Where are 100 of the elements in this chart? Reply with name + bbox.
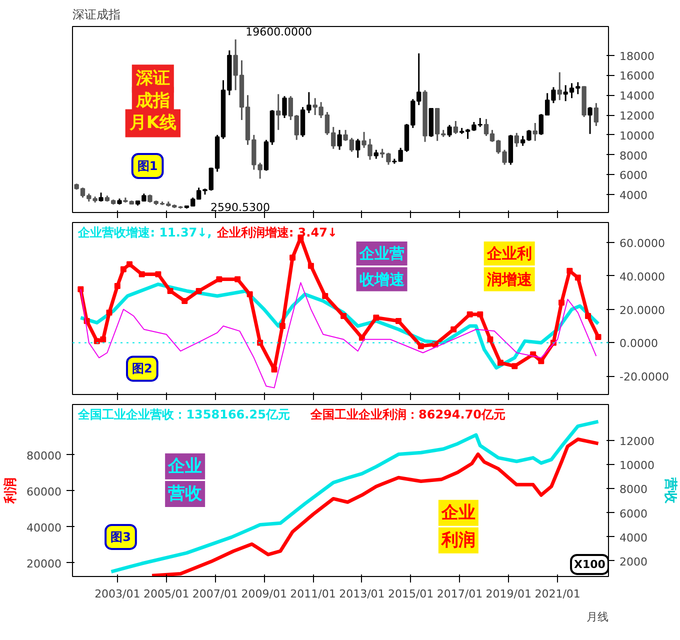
y-tick-label: 60.0000: [620, 237, 665, 250]
y-tick-label: 0.0000: [620, 337, 658, 350]
annotation: 2590.5300: [210, 201, 270, 214]
annotation: 成指: [134, 90, 170, 111]
point: [396, 318, 402, 324]
text: 企业营收增速: 11.37↓,: [77, 226, 212, 240]
chart-title: 深证成指: [72, 8, 120, 22]
point: [216, 276, 222, 282]
x-tick-label: 2017/01: [436, 588, 483, 600]
point: [120, 266, 126, 272]
annotation: 深证: [134, 68, 170, 89]
point: [308, 262, 314, 269]
annotation: 收增速: [359, 270, 406, 288]
y2-tick-label: 2000: [620, 555, 648, 568]
point: [114, 282, 120, 289]
point: [373, 314, 380, 321]
annotation: X100: [574, 558, 606, 571]
point: [322, 292, 328, 299]
point: [78, 286, 84, 292]
x-tick-label: 2019/01: [486, 588, 532, 600]
annotation: 图2: [132, 362, 152, 376]
point: [558, 300, 565, 306]
candlestick: [514, 132, 519, 148]
point: [196, 288, 202, 294]
x-tick-label: 2007/01: [192, 588, 238, 600]
annotation: 月K线: [128, 113, 176, 134]
x-tick-label: 2005/01: [144, 588, 190, 600]
annotation: 利润: [440, 530, 476, 550]
x-tick-label: 2011/01: [290, 588, 336, 600]
point: [246, 291, 253, 298]
annotation: 企业营: [358, 244, 404, 262]
text: 月线: [586, 610, 608, 624]
x-tick-label: 2009/01: [241, 588, 288, 600]
y-tick-label: 10000: [620, 129, 654, 142]
point: [487, 336, 494, 342]
point: [477, 311, 484, 318]
point: [167, 288, 174, 294]
candlestick: [588, 106, 592, 135]
candlestick: [453, 120, 458, 135]
point: [257, 340, 264, 346]
point: [512, 363, 518, 370]
y-tick-label: 4000: [620, 189, 648, 202]
x-tick-label: 2003/01: [94, 588, 140, 600]
candlestick: [276, 93, 281, 131]
candlestick: [594, 102, 599, 127]
y-tick-label: -20.0000: [620, 370, 669, 384]
point: [497, 360, 504, 366]
point: [418, 343, 424, 350]
point: [358, 334, 365, 341]
point: [340, 313, 347, 320]
y-tick-label: 16000: [620, 70, 654, 83]
y-tick-label: 14000: [620, 90, 654, 103]
point: [94, 338, 100, 344]
point: [538, 358, 544, 364]
point: [595, 334, 602, 340]
annotation: 营收: [167, 484, 204, 504]
point: [100, 336, 106, 342]
x-tick-label: 2021/01: [534, 588, 580, 600]
point: [290, 254, 296, 261]
candlestick: [337, 129, 342, 151]
y-tick-label: 40000: [26, 521, 62, 534]
point: [585, 313, 592, 320]
candlestick: [356, 138, 360, 159]
y-tick-label: 12000: [620, 110, 654, 123]
y-tick-label: 8000: [620, 149, 648, 162]
point: [182, 298, 188, 304]
y-tick-label: 6000: [620, 169, 648, 182]
point: [450, 326, 457, 332]
y-tick-label: 20.0000: [620, 304, 665, 317]
point: [566, 268, 573, 274]
y-tick-label: 60000: [26, 485, 62, 498]
annotation: 企业利: [486, 244, 532, 262]
point: [138, 271, 145, 278]
candlestick: [532, 122, 538, 142]
x-tick-label: 2013/01: [339, 588, 385, 600]
text: 全国工业企业利润：86294.70亿元: [310, 408, 506, 422]
point: [279, 323, 286, 330]
point: [234, 276, 241, 282]
annotation: 润增速: [486, 270, 533, 288]
point: [466, 311, 473, 318]
point: [155, 271, 162, 278]
point: [126, 261, 133, 268]
point: [106, 310, 112, 316]
x-tick-label: 2015/01: [388, 588, 434, 600]
point: [574, 274, 581, 281]
annotation: 企业: [167, 456, 202, 476]
annotation: 19600.0000: [246, 25, 312, 38]
candlestick: [557, 72, 562, 101]
y-tick-label: 40.0000: [620, 270, 665, 284]
annotation: 图3: [110, 530, 131, 544]
text: 全国工业企业营收：1358166.25亿元: [77, 408, 290, 422]
candlestick: [447, 124, 452, 138]
y2-axis-title: 营收: [662, 476, 678, 504]
annotation: 企业: [440, 502, 476, 523]
point: [271, 366, 278, 372]
annotation: 图1: [137, 159, 158, 173]
y-axis-title: 利润: [2, 478, 19, 504]
candlestick: [282, 95, 287, 119]
y-tick-label: 20000: [26, 557, 62, 570]
y-tick-label: 80000: [26, 449, 62, 462]
